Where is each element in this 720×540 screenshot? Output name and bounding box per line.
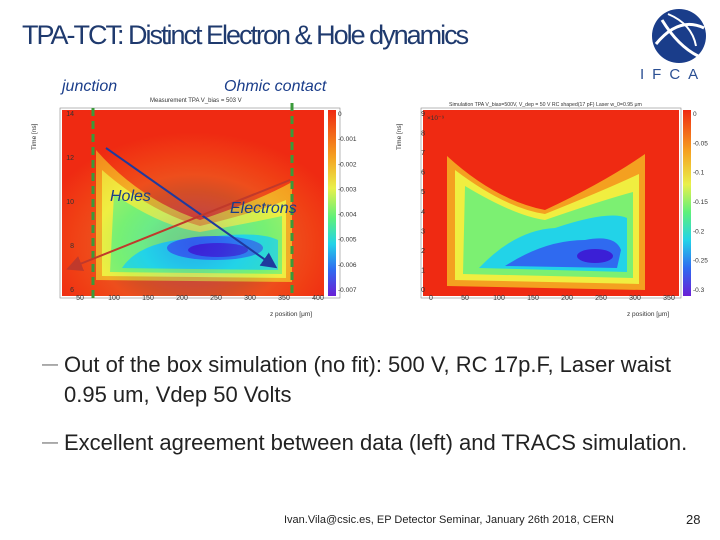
left-y-tick-label: 12 (66, 155, 74, 162)
junction-label: junction (62, 78, 118, 95)
right-y-tick-label: 0 (421, 287, 425, 294)
left-x-tick-label: 50 (76, 295, 84, 302)
right-colorbar-tick-label: -0.2 (693, 228, 705, 235)
bullet-dash-icon: — (42, 356, 58, 373)
holes-label: Holes (110, 188, 151, 205)
footer-text: Ivan.Vila@csic.es, EP Detector Seminar, … (284, 514, 614, 526)
bullet-text: Out of the box simulation (no fit): 500 … (64, 352, 671, 407)
left-x-tick-label: 150 (142, 295, 154, 302)
right-colorbar-tick-label: -0.15 (693, 199, 708, 206)
right-plot-title: Simulation TPA V_bias=500V, V_dep = 50 V… (449, 102, 642, 108)
left-plot-title: Measurement TPA V_bias = 503 V (150, 98, 242, 104)
right-x-tick-label: 0 (429, 295, 433, 302)
left-colorbar-tick-label: -0.001 (338, 136, 357, 143)
left-ylabel: Time [ns] (31, 123, 38, 150)
left-y-tick-label: 14 (66, 111, 74, 118)
left-x-tick-label: 350 (278, 295, 290, 302)
right-colorbar-tick-label: -0.25 (693, 258, 708, 265)
holes-arrow (66, 179, 291, 271)
left-x-tick-label: 250 (210, 295, 222, 302)
right-y-tick-label: 3 (421, 228, 425, 235)
left-x-tick-label: 100 (108, 295, 120, 302)
right-colorbar-tick-label: 0 (693, 111, 697, 118)
left-x-tick-label: 400 (312, 295, 324, 302)
right-y-tick-label: 1 (421, 267, 425, 274)
electrons-arrow (105, 147, 278, 269)
bullet-dash-icon: — (42, 434, 58, 451)
left-x-tick-label: 300 (244, 295, 256, 302)
right-xlabel: z position [μm] (627, 311, 669, 318)
right-x-tick-label: 200 (561, 295, 573, 302)
left-y-tick-label: 6 (70, 287, 74, 294)
left-colorbar-tick-label: -0.006 (338, 262, 357, 269)
left-x-tick-label: 200 (176, 295, 188, 302)
slide-title: TPA-TCT: Distinct Electron & Hole dynami… (22, 20, 469, 50)
right-y-tick-label: 4 (421, 209, 425, 216)
logo-text: IFCA (640, 66, 707, 83)
right-y-tick-label: 7 (421, 150, 425, 157)
right-x-tick-label: 50 (461, 295, 469, 302)
left-colorbar-tick-label: -0.005 (338, 237, 357, 244)
right-colorbar-tick-label: -0.05 (693, 140, 708, 147)
right-x-tick-label: 250 (595, 295, 607, 302)
right-y-tick-label: 6 (421, 170, 425, 177)
ifca-logo-icon (652, 9, 706, 63)
right-x-tick-label: 100 (493, 295, 505, 302)
right-colorbar-tick-label: -0.3 (693, 287, 705, 294)
right-y-exponent: ×10⁻⁹ (427, 115, 444, 122)
measurement-heatmap: 0 -0.001 -0.002 -0.003 -0.004 -0.005 -0.006 -0.… (31, 98, 357, 318)
right-x-tick-label: 300 (629, 295, 641, 302)
bullet-item: — Out of the box simulation (no fit): 50… (42, 350, 706, 412)
left-colorbar-tick-label: -0.003 (338, 186, 357, 193)
right-y-tick-label: 8 (421, 131, 425, 138)
left-colorbar-tick-label: -0.002 (338, 161, 357, 168)
left-colorbar-tick-label: -0.007 (338, 287, 357, 294)
bullet-item: — Excellent agreement between data (left… (42, 428, 706, 490)
left-y-tick-label: 8 (70, 243, 74, 250)
simulation-heatmap: 0-0.05-0.1-0.15-0.2-0.25-0.3 0 50 100 150 20… (396, 102, 708, 318)
right-y-tick-label: 2 (421, 248, 425, 255)
ohmic-contact-label: Ohmic contact (224, 78, 327, 95)
page-number: 28 (686, 512, 701, 527)
right-colorbar-tick-label: -0.1 (693, 170, 705, 177)
left-colorbar-tick-label: -0.004 (338, 212, 357, 219)
right-x-tick-label: 150 (527, 295, 539, 302)
left-colorbar-tick-label: 0 (338, 111, 342, 118)
left-y-tick-label: 10 (66, 199, 74, 206)
bullet-text: Excellent agreement between data (left) … (64, 430, 688, 455)
right-y-tick-label: 9 (421, 111, 425, 118)
right-y-tick-label: 5 (421, 189, 425, 196)
right-ylabel: Time [ns] (396, 123, 403, 150)
electrons-label: Electrons (230, 200, 297, 217)
left-xlabel: z position [μm] (270, 311, 312, 318)
right-x-tick-label: 350 (663, 295, 675, 302)
